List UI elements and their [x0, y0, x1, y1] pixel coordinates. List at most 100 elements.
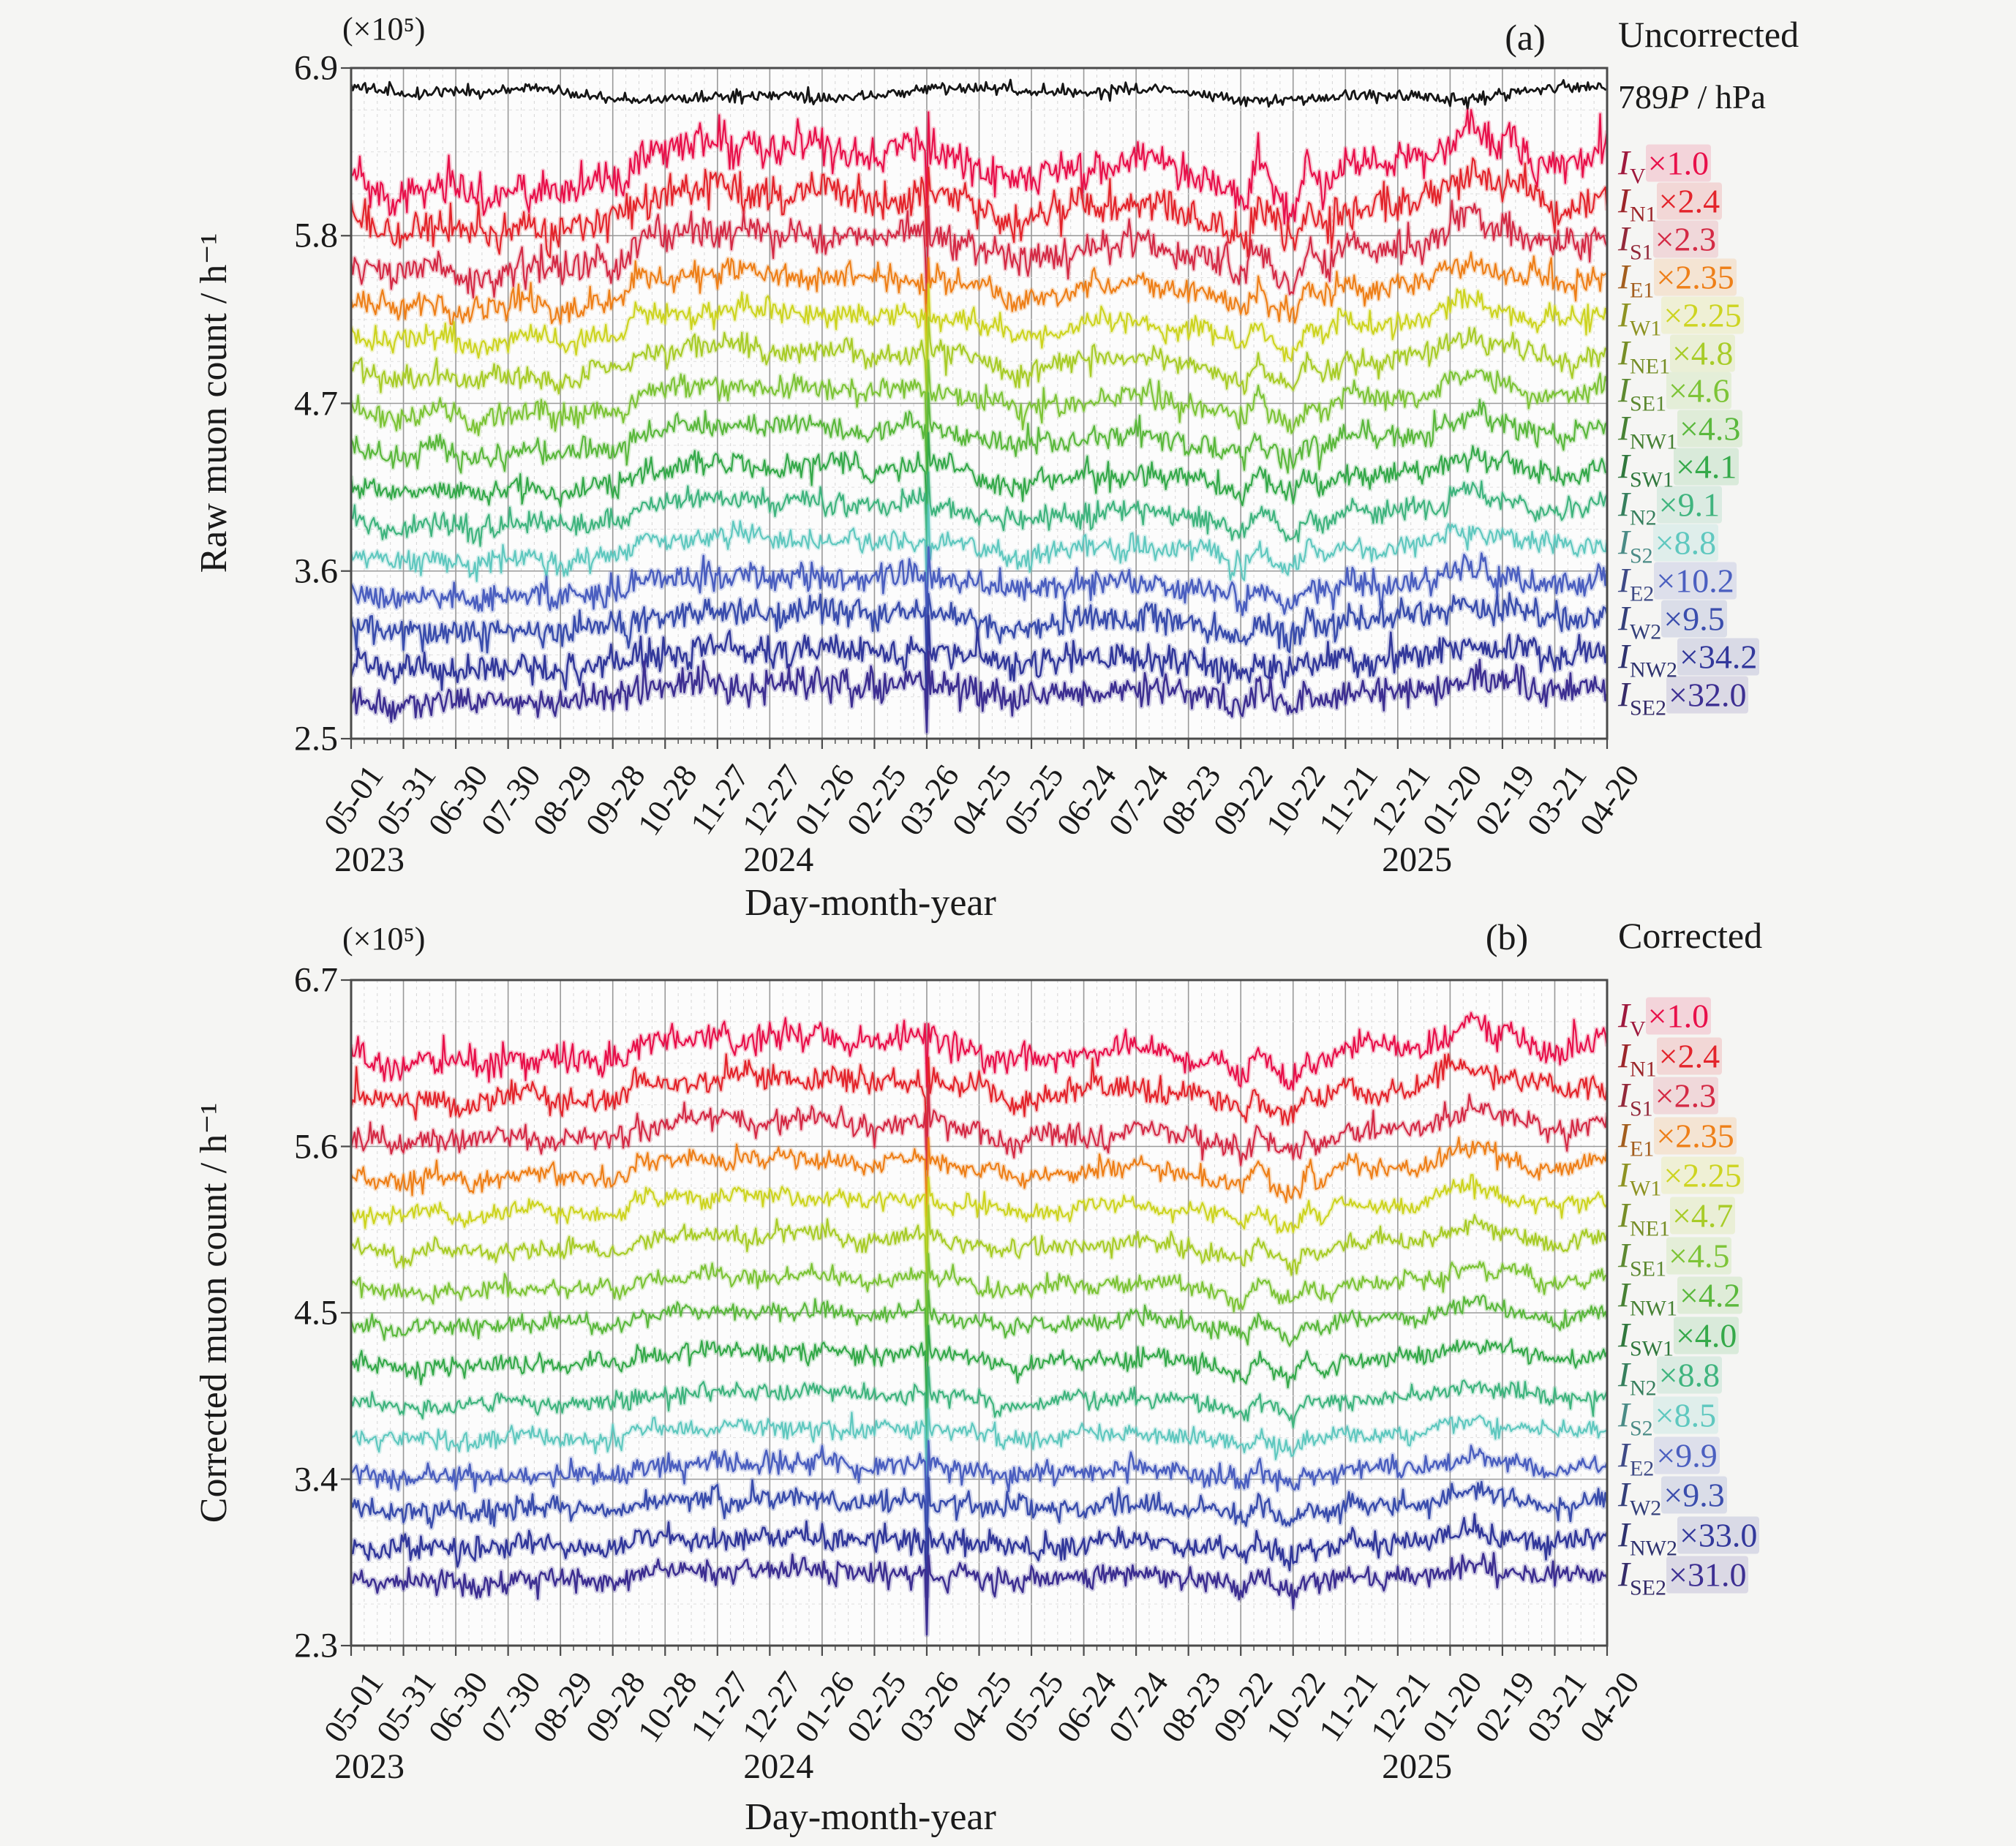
panel-title-a: Uncorrected: [1618, 14, 1799, 55]
legend-item-S1-a: IS1×2.3: [1618, 219, 1719, 265]
series-line-SE2-b: [351, 1552, 1607, 1636]
series-line-SE1-b: [351, 1253, 1607, 1327]
legend-symbol: I: [1618, 675, 1630, 715]
legend-symbol: I: [1618, 1116, 1630, 1156]
legend-symbol: I: [1618, 1475, 1630, 1515]
legend-item-NW2-a: INW2×34.2: [1618, 636, 1760, 682]
panel-title-b: Corrected: [1618, 915, 1763, 956]
legend-factor: ×9.1: [1656, 486, 1723, 524]
legend-factor: ×32.0: [1666, 676, 1749, 714]
series-line-V-a: [351, 109, 1607, 227]
series-line-N2-b: [351, 1366, 1607, 1448]
legend-subscript: E1: [1629, 1137, 1655, 1161]
legend-symbol: I: [1618, 334, 1630, 372]
series-group-a: [351, 78, 1607, 735]
legend-item-SW1-b: ISW1×4.0: [1618, 1315, 1739, 1361]
y-tick-label-b-4.5: 4.5: [294, 1293, 338, 1333]
legend-symbol: I: [1618, 1236, 1630, 1276]
axis-ticks-b: [341, 979, 1609, 1656]
series-line-W1-b: [351, 1174, 1607, 1254]
legend-item-S2-a: IS2×8.8: [1618, 523, 1719, 569]
legend-item-SE1-a: ISE1×4.6: [1618, 371, 1732, 417]
legend-item-NW2-b: INW2×33.0: [1618, 1515, 1760, 1561]
series-line-SE2-a: [351, 650, 1607, 734]
legend-symbol: I: [1618, 1156, 1630, 1195]
series-line-NW2-a: [351, 614, 1607, 709]
legend-subscript: W2: [1629, 1496, 1662, 1521]
legend-item-W1-b: IW1×2.25: [1618, 1156, 1744, 1202]
legend-subscript: V: [1629, 164, 1646, 189]
legend-factor: ×4.8: [1669, 334, 1736, 372]
pressure-legend-num: 789: [1618, 78, 1669, 116]
legend-symbol: I: [1618, 996, 1630, 1036]
legend-symbol: I: [1618, 295, 1630, 335]
legend-factor: ×4.2: [1677, 1276, 1743, 1314]
legend-factor: ×9.9: [1654, 1436, 1720, 1474]
series-line-S1-b: [351, 1084, 1607, 1170]
y-axis-label-a: Raw muon count / h⁻¹: [193, 233, 235, 573]
series-line-S2-b: [351, 1408, 1607, 1487]
y-axis-label-b: Corrected muon count / h⁻¹: [193, 1102, 235, 1523]
legend-symbol: I: [1618, 523, 1630, 562]
legend-subscript: W1: [1629, 1176, 1662, 1201]
axis-ticks-a: [341, 67, 1609, 749]
legend-symbol: I: [1618, 1515, 1630, 1555]
legend-subscript: NW2: [1629, 1536, 1677, 1561]
legend-factor: ×33.0: [1677, 1516, 1760, 1554]
x-axis-label-b: Day-month-year: [745, 1796, 996, 1838]
legend-subscript: S2: [1629, 1416, 1653, 1441]
legend-subscript: SW1: [1629, 1336, 1674, 1361]
panel-b: [341, 979, 1609, 1656]
series-line-E1-b: [351, 1137, 1607, 1217]
legend-item-W2-b: IW2×9.3: [1618, 1475, 1727, 1521]
legend-item-N2-a: IN2×9.1: [1618, 485, 1723, 531]
legend-symbol: I: [1618, 1395, 1630, 1435]
legend-subscript: E1: [1629, 278, 1655, 303]
legend-factor: ×2.4: [1656, 182, 1723, 220]
legend-item-SE2-b: ISE2×31.0: [1618, 1555, 1749, 1601]
legend-symbol: I: [1618, 485, 1630, 524]
legend-symbol: I: [1618, 371, 1630, 410]
legend-symbol: I: [1618, 1196, 1630, 1235]
scale-note-b: (×10⁵): [342, 921, 426, 957]
legend-symbol: I: [1618, 1436, 1630, 1475]
legend-factor: ×2.35: [1654, 258, 1737, 296]
series-line-W1-a: [351, 283, 1607, 369]
legend-symbol: I: [1618, 143, 1630, 183]
legend-item-NW1-a: INW1×4.3: [1618, 409, 1743, 455]
legend-subscript: NE1: [1629, 1216, 1670, 1241]
legend-item-SE2-a: ISE2×32.0: [1618, 674, 1749, 720]
series-line-N1-a: [351, 157, 1607, 258]
legend-subscript: SE1: [1629, 391, 1666, 416]
legend-factor: ×2.25: [1661, 1156, 1744, 1194]
year-label-b-2024: 2024: [743, 1747, 814, 1786]
series-line-S1-a: [351, 200, 1607, 304]
x-axis-label-a: Day-month-year: [745, 882, 996, 924]
y-tick-label-a-4.7: 4.7: [294, 384, 338, 423]
legend-factor: ×9.5: [1661, 600, 1727, 638]
legend-item-E2-a: IE2×10.2: [1618, 560, 1737, 606]
y-tick-label-b-3.4: 3.4: [294, 1460, 338, 1499]
legend-factor: ×8.5: [1652, 1396, 1719, 1434]
legend-item-W1-a: IW1×2.25: [1618, 295, 1744, 341]
series-line-pressure: [351, 78, 1607, 110]
legend-factor: ×2.4: [1656, 1037, 1723, 1075]
legend-subscript: S1: [1629, 240, 1653, 265]
series-line-N1-b: [351, 1053, 1607, 1150]
series-line-NW1-b: [351, 1289, 1607, 1362]
legend-symbol: I: [1618, 1555, 1630, 1594]
series-group-b: [351, 1010, 1607, 1638]
series-line-W2-b: [351, 1477, 1607, 1561]
y-tick-label-b-6.7: 6.7: [294, 960, 338, 1000]
legend-item-W2-a: IW2×9.5: [1618, 598, 1727, 644]
legend-symbol: I: [1618, 1036, 1630, 1076]
legend-factor: ×4.6: [1666, 372, 1732, 410]
legend-item-V-b: IV×1.0: [1618, 996, 1712, 1042]
y-tick-label-a-3.6: 3.6: [294, 551, 338, 591]
series-line-S2-a: [351, 504, 1607, 587]
legend-symbol: I: [1618, 409, 1630, 448]
legend-subscript: S2: [1629, 543, 1653, 568]
year-label-a-2025: 2025: [1382, 840, 1453, 879]
series-line-E2-b: [351, 1440, 1607, 1522]
